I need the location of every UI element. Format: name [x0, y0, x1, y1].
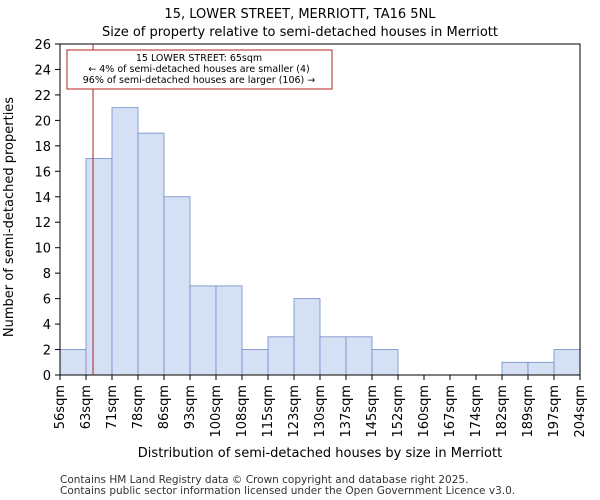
x-tick-label: 86sqm: [157, 385, 172, 429]
bar-93sqm: [189, 285, 217, 376]
y-tick-label: 2: [43, 344, 51, 359]
bar-56sqm: [59, 349, 87, 376]
y-tick-label: 12: [34, 216, 51, 231]
bar-108sqm: [241, 349, 269, 376]
annotation-box: [66, 49, 333, 90]
x-tick-label: 115sqm: [261, 385, 276, 438]
bar-123sqm: [293, 298, 321, 376]
footer-licence: Contains public sector information licen…: [60, 485, 515, 497]
x-tick-label: 160sqm: [417, 385, 432, 438]
x-tick-label: 145sqm: [365, 385, 380, 438]
y-tick-label: 24: [34, 63, 51, 78]
x-tick-label: 189sqm: [521, 385, 536, 438]
y-tick-label: 4: [43, 318, 51, 333]
y-tick-label: 18: [34, 140, 51, 155]
y-tick-label: 8: [43, 267, 51, 282]
x-tick-label: 123sqm: [287, 385, 302, 438]
x-tick-label: 167sqm: [443, 385, 458, 438]
x-tick-label: 137sqm: [339, 385, 354, 438]
x-tick-label: 56sqm: [53, 385, 68, 429]
bar-115sqm: [267, 336, 295, 376]
bar-189sqm: [527, 361, 555, 376]
bar-78sqm: [137, 132, 165, 376]
plot-frame: [59, 43, 581, 376]
x-tick-label: 93sqm: [183, 385, 198, 429]
bar-130sqm: [319, 336, 347, 376]
x-tick-label: 130sqm: [313, 385, 328, 438]
y-axis-label: Number of semi-detached properties: [2, 97, 17, 337]
x-tick-label: 100sqm: [209, 385, 224, 438]
bar-197sqm: [553, 349, 581, 376]
y-tick-label: 16: [34, 165, 51, 180]
y-tick-label: 10: [34, 242, 51, 257]
bar-137sqm: [345, 336, 373, 376]
bars-layer: [59, 107, 581, 376]
x-tick-label: 174sqm: [469, 385, 484, 438]
y-tick-label: 26: [34, 38, 51, 53]
bar-86sqm: [163, 196, 191, 376]
x-axis-label: Distribution of semi-detached houses by …: [138, 446, 502, 461]
x-tick-label: 152sqm: [391, 385, 406, 438]
chart-subtitle: Size of property relative to semi-detach…: [102, 25, 498, 40]
annotation-line-1: 15 LOWER STREET: 65sqm: [136, 53, 262, 64]
y-tick-label: 0: [43, 369, 51, 384]
bar-145sqm: [371, 349, 399, 376]
annotation-line-2: ← 4% of semi-detached houses are smaller…: [88, 64, 309, 75]
x-tick-label: 71sqm: [105, 385, 120, 429]
x-tick-label: 78sqm: [131, 385, 146, 429]
bar-71sqm: [111, 107, 139, 376]
bar-63sqm: [85, 158, 113, 376]
footer-copyright: Contains HM Land Registry data © Crown c…: [60, 474, 468, 486]
annotation-line-3: 96% of semi-detached houses are larger (…: [83, 75, 316, 86]
chart-title: 15, LOWER STREET, MERRIOTT, TA16 5NL: [164, 7, 436, 22]
bar-182sqm: [501, 361, 529, 376]
y-tick-label: 22: [34, 89, 51, 104]
x-tick-label: 108sqm: [235, 385, 250, 438]
x-tick-label: 204sqm: [573, 385, 588, 438]
x-axis-ticks: 56sqm 63sqm 71sqm 78sqm 86sqm 93sqm 100sqm 108s…: [53, 375, 588, 438]
y-tick-label: 6: [43, 293, 51, 308]
y-tick-label: 20: [34, 114, 51, 129]
y-tick-label: 14: [34, 191, 51, 206]
bar-100sqm: [215, 285, 243, 376]
x-tick-label: 197sqm: [547, 385, 562, 438]
x-tick-label: 63sqm: [79, 385, 94, 429]
x-tick-label: 182sqm: [495, 385, 510, 438]
